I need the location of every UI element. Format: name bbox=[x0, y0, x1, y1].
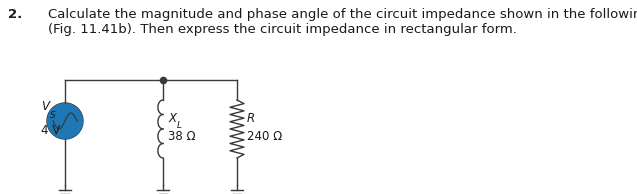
Text: 2.: 2. bbox=[8, 8, 22, 21]
Circle shape bbox=[47, 103, 83, 139]
Text: V: V bbox=[41, 100, 49, 113]
Text: S: S bbox=[50, 111, 56, 120]
Text: 240 Ω: 240 Ω bbox=[247, 131, 282, 144]
Text: R: R bbox=[247, 113, 255, 126]
Text: Calculate the magnitude and phase angle of the circuit impedance shown in the fo: Calculate the magnitude and phase angle … bbox=[48, 8, 637, 36]
Text: L: L bbox=[177, 120, 182, 130]
Text: 4 V: 4 V bbox=[41, 125, 61, 138]
Text: X: X bbox=[168, 113, 176, 126]
Text: 38 Ω: 38 Ω bbox=[168, 131, 196, 144]
